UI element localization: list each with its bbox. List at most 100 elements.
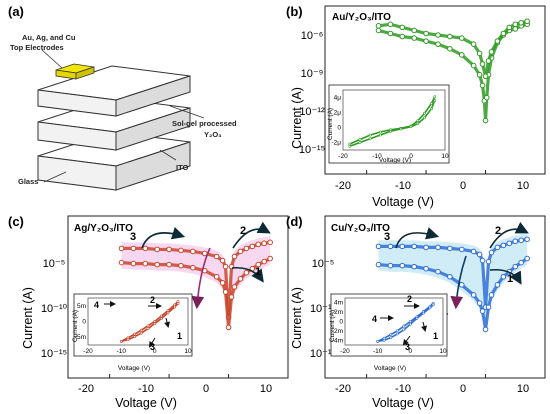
- inset-data-point: [409, 125, 413, 129]
- panel-b: (b) Current (A) Voltage (V) 10⁻⁶ 10⁻⁹ 10…: [286, 4, 546, 209]
- sweep-arrow: [141, 227, 186, 249]
- inset-series-line: [377, 302, 434, 343]
- panel-b-xticks: -20 -10 0 10: [335, 180, 529, 192]
- data-point: [237, 275, 244, 282]
- inset-data-point: [431, 303, 435, 307]
- inset-x-tick-label: -20: [338, 153, 348, 160]
- panel-d-title: Cu/Y₂O₃/ITO: [331, 223, 390, 234]
- data-point: [512, 263, 519, 270]
- data-point: [387, 30, 394, 37]
- data-point: [178, 247, 184, 254]
- data-point: [190, 264, 196, 271]
- data-point: [261, 258, 268, 265]
- data-point: [423, 30, 429, 37]
- inset-y-tick-label: -4m: [332, 337, 343, 344]
- data-point: [512, 238, 519, 245]
- inset-data-point: [382, 338, 386, 342]
- inset-y-tick-label: -5m: [75, 334, 86, 341]
- panel-c-inset-annotation-3: 3: [150, 342, 155, 352]
- data-point: [118, 259, 125, 266]
- data-point: [231, 253, 238, 260]
- panel-a: (a) Au, Ag, and Cu Top Electrodes: [8, 4, 237, 191]
- panel-b-ytick: 10⁻¹²: [299, 106, 325, 118]
- panel-c-xtick: 10: [260, 383, 272, 395]
- data-point: [261, 240, 268, 247]
- sweep-arrow: [395, 227, 440, 249]
- inset-data-point: [429, 107, 433, 111]
- panel-c-frame: [67, 215, 289, 379]
- panel-c-label: (c): [8, 214, 24, 229]
- panel-c-inset-frame: [73, 293, 193, 357]
- y2o3-label-line1: Sol-gel processed: [172, 119, 237, 128]
- data-point: [494, 244, 501, 251]
- panel-d-annotation-3: 3: [384, 231, 390, 243]
- data-point: [130, 245, 137, 252]
- data-point: [178, 262, 184, 269]
- data-point: [423, 38, 429, 44]
- data-point: [243, 269, 250, 276]
- panel-d-annotation-2: 2: [495, 225, 501, 237]
- inset-series-line: [120, 301, 179, 343]
- panel-b-ytick: 10⁻⁹: [301, 68, 324, 80]
- data-point: [249, 243, 256, 250]
- inset-data-point: [389, 336, 393, 340]
- data-point: [524, 18, 530, 25]
- inset-arrow: [164, 317, 170, 328]
- data-point: [518, 259, 525, 266]
- data-point: [399, 24, 406, 31]
- data-point: [458, 35, 465, 41]
- inset-y-tick-label: 0: [82, 319, 86, 326]
- electrode-label-line1: Au, Ag, and Cu: [22, 33, 76, 42]
- inset-data-point: [408, 322, 412, 326]
- data-point: [142, 245, 149, 252]
- data-point: [476, 71, 483, 78]
- inset-data-point: [416, 122, 420, 126]
- inset-data-point: [358, 141, 362, 144]
- electrode-pointer: [41, 49, 63, 69]
- data-point: [219, 257, 226, 264]
- panel-c-inset-ylabel: Current (A): [72, 310, 79, 342]
- panel-b-xlabel: Voltage (V): [372, 195, 434, 209]
- inset-data-point: [416, 119, 420, 123]
- data-point: [387, 243, 394, 250]
- panel-b-xtick: -10: [395, 180, 411, 192]
- data-point: [411, 243, 417, 250]
- data-point: [470, 62, 477, 69]
- data-point: [222, 263, 229, 270]
- data-point: [219, 280, 226, 286]
- data-point: [411, 263, 417, 270]
- inset-axes: [342, 89, 446, 151]
- panel-b-frame: [324, 5, 546, 175]
- panel-c-inset-annotation-2: 2: [150, 295, 155, 305]
- panel-d-xtick: -20: [335, 383, 351, 395]
- data-point: [458, 282, 465, 288]
- data-point: [423, 265, 429, 272]
- panel-d-annotation-1: 1: [507, 273, 513, 285]
- data-point: [399, 262, 406, 269]
- inset-x-tick-label: -10: [373, 348, 383, 355]
- data-point: [488, 292, 495, 298]
- panel-d-inset-plot: -20 -10 0 10 -4m -2m 0 2m 4m: [332, 297, 447, 355]
- panel-a-label: (a): [8, 4, 24, 19]
- data-point: [411, 27, 417, 34]
- panel-d-arrows: [395, 221, 529, 310]
- panel-b-label: (b): [286, 4, 303, 19]
- panel-d-ytick: 10⁻¹⁵: [310, 348, 336, 360]
- panel-b-ytick: 10⁻⁶: [301, 30, 324, 42]
- inset-arrow: [402, 335, 411, 346]
- inset-data-point: [159, 314, 163, 318]
- panel-b-inset-xlabel: Voltage (V): [379, 157, 411, 164]
- y2o3-label-line2: Y₂O₃: [204, 130, 222, 139]
- inset-data-point: [139, 331, 143, 335]
- data-point: [375, 243, 382, 250]
- sweep-arrow: [231, 266, 264, 283]
- data-point: [512, 21, 519, 28]
- data-point: [485, 58, 492, 64]
- panel-c-ytick: 10⁻⁵: [43, 258, 66, 270]
- panel-d-xticks: -20 -10 0 10: [335, 383, 529, 395]
- data-point: [470, 292, 477, 298]
- panel-c-annotation-2: 2: [240, 225, 246, 237]
- top-electrode: [55, 63, 95, 80]
- data-point: [470, 41, 477, 47]
- panel-c-annotation-3: 3: [130, 231, 136, 243]
